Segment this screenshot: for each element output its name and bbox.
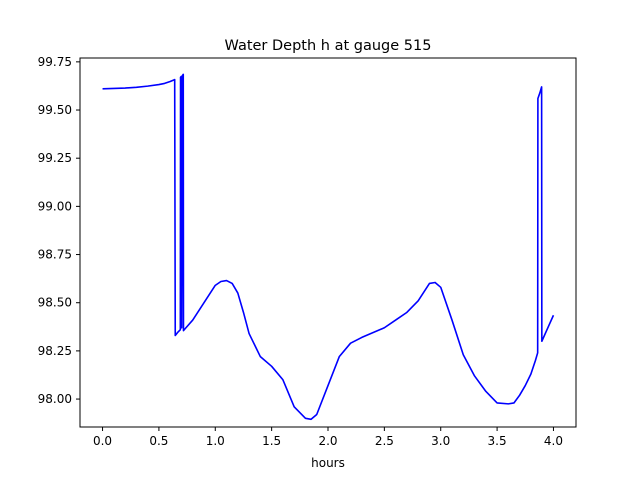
series-line-1 (102, 73, 555, 421)
y-tick-label: 99.50 (38, 103, 72, 117)
y-tick-label: 98.50 (38, 296, 72, 310)
x-axis: 0.0 0.5 1.0 1.5 2.0 2.5 3.0 3.5 4.0 (93, 427, 563, 448)
x-tick-label: 3.0 (431, 434, 450, 448)
y-axis: 98.00 98.25 98.50 98.75 99.00 99.25 99.50 99.75 (38, 55, 80, 406)
y-tick-label: 99.25 (38, 151, 72, 165)
x-tick-label: 2.5 (375, 434, 394, 448)
x-tick-label: 2.0 (318, 434, 337, 448)
x-axis-title: hours (311, 456, 345, 470)
chart-title: Water Depth h at gauge 515 (225, 38, 432, 54)
y-tick-label: 99.00 (38, 199, 72, 213)
x-tick-label: 0.0 (93, 434, 112, 448)
plot-area (102, 73, 555, 421)
x-tick-label: 4.0 (544, 434, 563, 448)
y-tick-label: 98.00 (38, 392, 72, 406)
x-tick-label: 1.0 (206, 434, 225, 448)
y-tick-label: 98.75 (38, 248, 72, 262)
x-tick-label: 1.5 (262, 434, 281, 448)
y-tick-label: 99.75 (38, 55, 72, 69)
x-tick-label: 3.5 (488, 434, 507, 448)
y-tick-label: 98.25 (38, 344, 72, 358)
x-tick-label: 0.5 (149, 434, 168, 448)
